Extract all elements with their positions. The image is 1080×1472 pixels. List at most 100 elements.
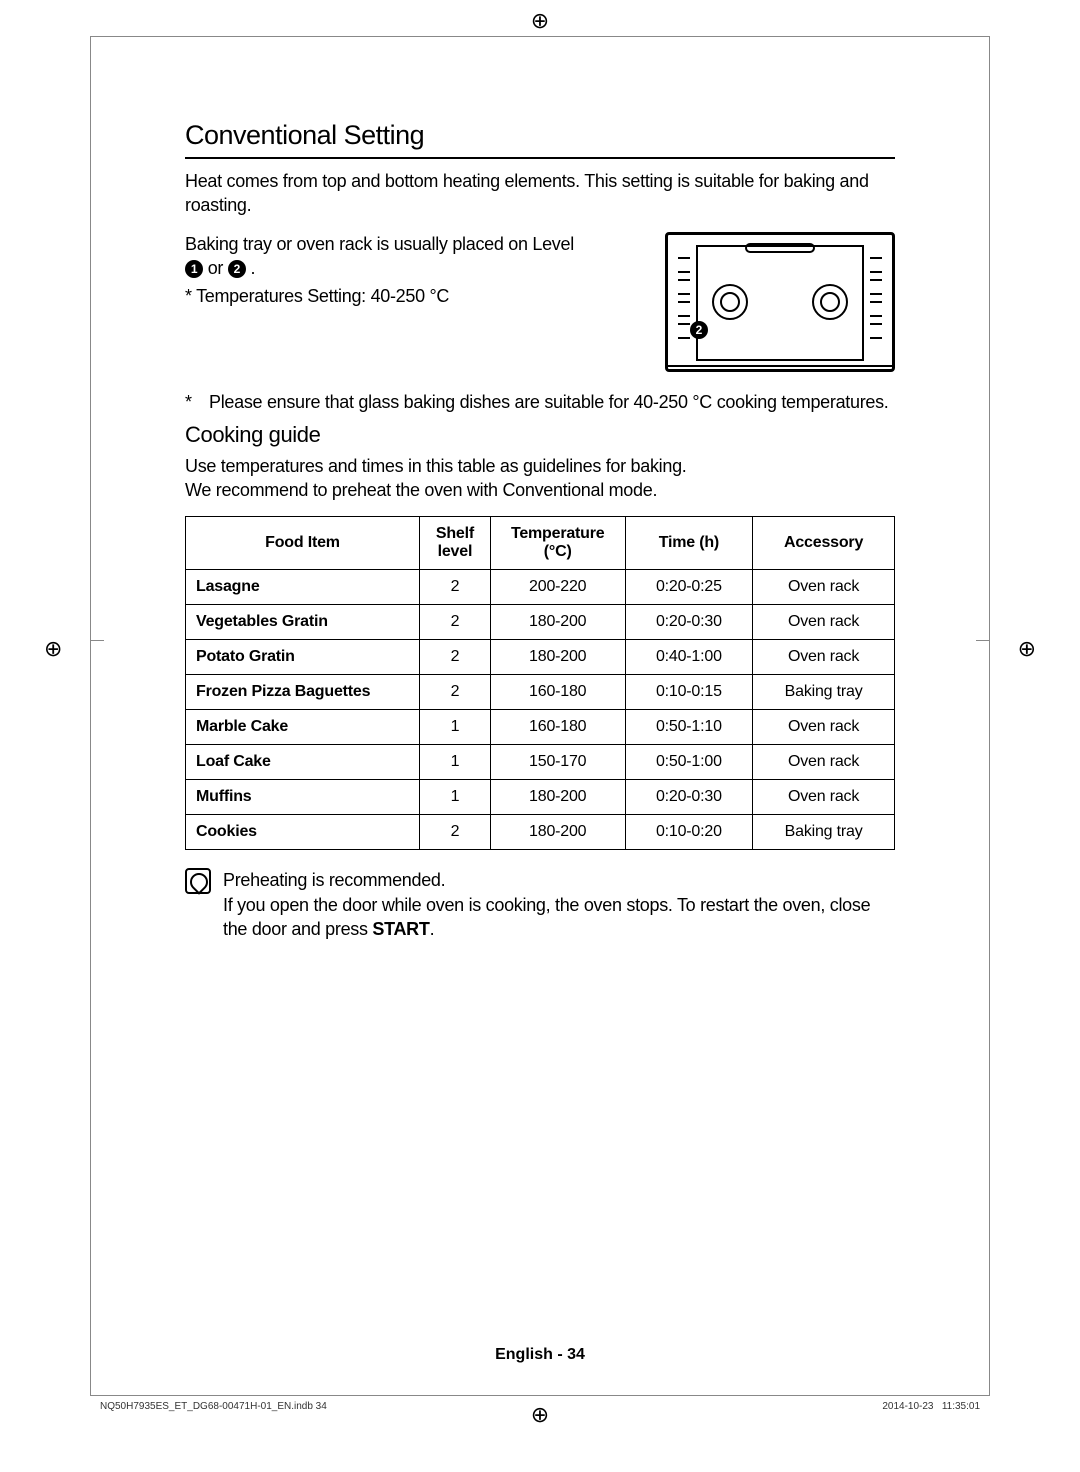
th-temp: Temperature (°C) xyxy=(490,517,625,570)
cell-food: Potato Gratin xyxy=(186,640,420,675)
asterisk-note: Please ensure that glass baking dishes a… xyxy=(185,390,895,414)
cell-accessory: Baking tray xyxy=(753,675,895,710)
tray-text-column: Baking tray or oven rack is usually plac… xyxy=(185,232,647,323)
table-row: Marble Cake1160-1800:50-1:10Oven rack xyxy=(186,710,895,745)
note-line2c: . xyxy=(430,919,435,939)
cell-temp: 200-220 xyxy=(490,570,625,605)
cooking-guide-text2: We recommend to preheat the oven with Co… xyxy=(185,478,895,502)
cell-shelf: 2 xyxy=(419,570,490,605)
page-footer: English - 34 xyxy=(0,1346,1080,1364)
th-accessory: Accessory xyxy=(753,517,895,570)
crop-tick-left xyxy=(90,640,104,641)
oven-level-marker: 2 xyxy=(690,321,708,339)
tray-line: Baking tray or oven rack is usually plac… xyxy=(185,232,647,281)
cell-temp: 180-200 xyxy=(490,640,625,675)
oven-fan-right xyxy=(812,284,848,320)
cell-time: 0:50-1:00 xyxy=(625,745,753,780)
cell-accessory: Oven rack xyxy=(753,570,895,605)
cell-time: 0:20-0:25 xyxy=(625,570,753,605)
temperature-setting: * Temperatures Setting: 40-250 °C xyxy=(185,284,647,308)
cell-food: Marble Cake xyxy=(186,710,420,745)
note-box: Preheating is recommended. If you open t… xyxy=(185,868,895,941)
cell-shelf: 2 xyxy=(419,640,490,675)
crop-mark-top xyxy=(90,36,990,37)
note-icon xyxy=(185,868,211,894)
section-title: Conventional Setting xyxy=(185,120,895,159)
oven-rails-right xyxy=(870,257,882,347)
note-line2a: If you open the door while oven is cooki… xyxy=(223,895,870,939)
th-food: Food Item xyxy=(186,517,420,570)
cooking-guide-text1: Use temperatures and times in this table… xyxy=(185,454,895,478)
registration-mark-bottom: ⊕ xyxy=(531,1402,549,1428)
table-row: Lasagne2200-2200:20-0:25Oven rack xyxy=(186,570,895,605)
cell-shelf: 1 xyxy=(419,710,490,745)
note-body: Preheating is recommended. If you open t… xyxy=(223,868,895,941)
note-start-label: START xyxy=(372,919,429,939)
cell-time: 0:10-0:15 xyxy=(625,675,753,710)
tray-prefix: Baking tray or oven rack is usually plac… xyxy=(185,234,574,254)
registration-mark-top: ⊕ xyxy=(531,8,549,34)
cell-food: Lasagne xyxy=(186,570,420,605)
footer-lang: English - xyxy=(495,1346,567,1363)
cell-temp: 180-200 xyxy=(490,815,625,850)
cell-accessory: Oven rack xyxy=(753,710,895,745)
cooking-table: Food Item Shelf level Temperature (°C) T… xyxy=(185,516,895,850)
table-row: Frozen Pizza Baguettes2160-1800:10-0:15B… xyxy=(186,675,895,710)
registration-mark-right: ⊕ xyxy=(1018,636,1036,662)
cell-accessory: Oven rack xyxy=(753,640,895,675)
cell-shelf: 2 xyxy=(419,815,490,850)
cell-food: Vegetables Gratin xyxy=(186,605,420,640)
note-line1: Preheating is recommended. xyxy=(223,870,445,890)
cell-shelf: 2 xyxy=(419,605,490,640)
cell-time: 0:50-1:10 xyxy=(625,710,753,745)
cell-time: 0:40-1:00 xyxy=(625,640,753,675)
registration-mark-left: ⊕ xyxy=(44,636,62,662)
tray-row: Baking tray or oven rack is usually plac… xyxy=(185,232,895,372)
cell-accessory: Oven rack xyxy=(753,745,895,780)
cell-accessory: Oven rack xyxy=(753,605,895,640)
cell-food: Frozen Pizza Baguettes xyxy=(186,675,420,710)
table-header-row: Food Item Shelf level Temperature (°C) T… xyxy=(186,517,895,570)
intro-paragraph: Heat comes from top and bottom heating e… xyxy=(185,169,895,218)
cooking-guide-title: Cooking guide xyxy=(185,422,895,448)
oven-door xyxy=(668,365,892,373)
asterisk-note-list: Please ensure that glass baking dishes a… xyxy=(185,390,895,414)
cell-time: 0:20-0:30 xyxy=(625,605,753,640)
cell-food: Loaf Cake xyxy=(186,745,420,780)
cell-temp: 160-180 xyxy=(490,675,625,710)
cell-food: Cookies xyxy=(186,815,420,850)
cell-temp: 160-180 xyxy=(490,710,625,745)
print-meta-left: NQ50H7935ES_ET_DG68-00471H-01_EN.indb 34 xyxy=(100,1401,327,1412)
cell-accessory: Baking tray xyxy=(753,815,895,850)
level-2-badge: 2 xyxy=(228,260,246,278)
th-time: Time (h) xyxy=(625,517,753,570)
table-row: Vegetables Gratin2180-2000:20-0:30Oven r… xyxy=(186,605,895,640)
oven-illustration: 2 xyxy=(665,232,895,372)
footer-page: 34 xyxy=(567,1346,585,1363)
table-row: Loaf Cake1150-1700:50-1:00Oven rack xyxy=(186,745,895,780)
crop-mark-right xyxy=(989,36,990,1396)
crop-mark-bottom xyxy=(90,1395,990,1396)
cell-food: Muffins xyxy=(186,780,420,815)
cell-shelf: 2 xyxy=(419,675,490,710)
print-meta-right: 2014-10-23 11:35:01 xyxy=(882,1401,980,1412)
cell-shelf: 1 xyxy=(419,780,490,815)
crop-mark-left xyxy=(90,36,91,1396)
tray-suffix: . xyxy=(251,258,256,278)
table-row: Muffins1180-2000:20-0:30Oven rack xyxy=(186,780,895,815)
table-row: Cookies2180-2000:10-0:20Baking tray xyxy=(186,815,895,850)
th-shelf: Shelf level xyxy=(419,517,490,570)
oven-fan-left xyxy=(712,284,748,320)
cell-temp: 180-200 xyxy=(490,605,625,640)
oven-rails-left xyxy=(678,257,690,347)
cell-time: 0:10-0:20 xyxy=(625,815,753,850)
cell-temp: 180-200 xyxy=(490,780,625,815)
cell-temp: 150-170 xyxy=(490,745,625,780)
level-1-badge: 1 xyxy=(185,260,203,278)
table-row: Potato Gratin2180-2000:40-1:00Oven rack xyxy=(186,640,895,675)
page-content: Conventional Setting Heat comes from top… xyxy=(185,120,895,1322)
cell-time: 0:20-0:30 xyxy=(625,780,753,815)
cell-shelf: 1 xyxy=(419,745,490,780)
level-or: or xyxy=(208,258,228,278)
crop-tick-right xyxy=(976,640,990,641)
